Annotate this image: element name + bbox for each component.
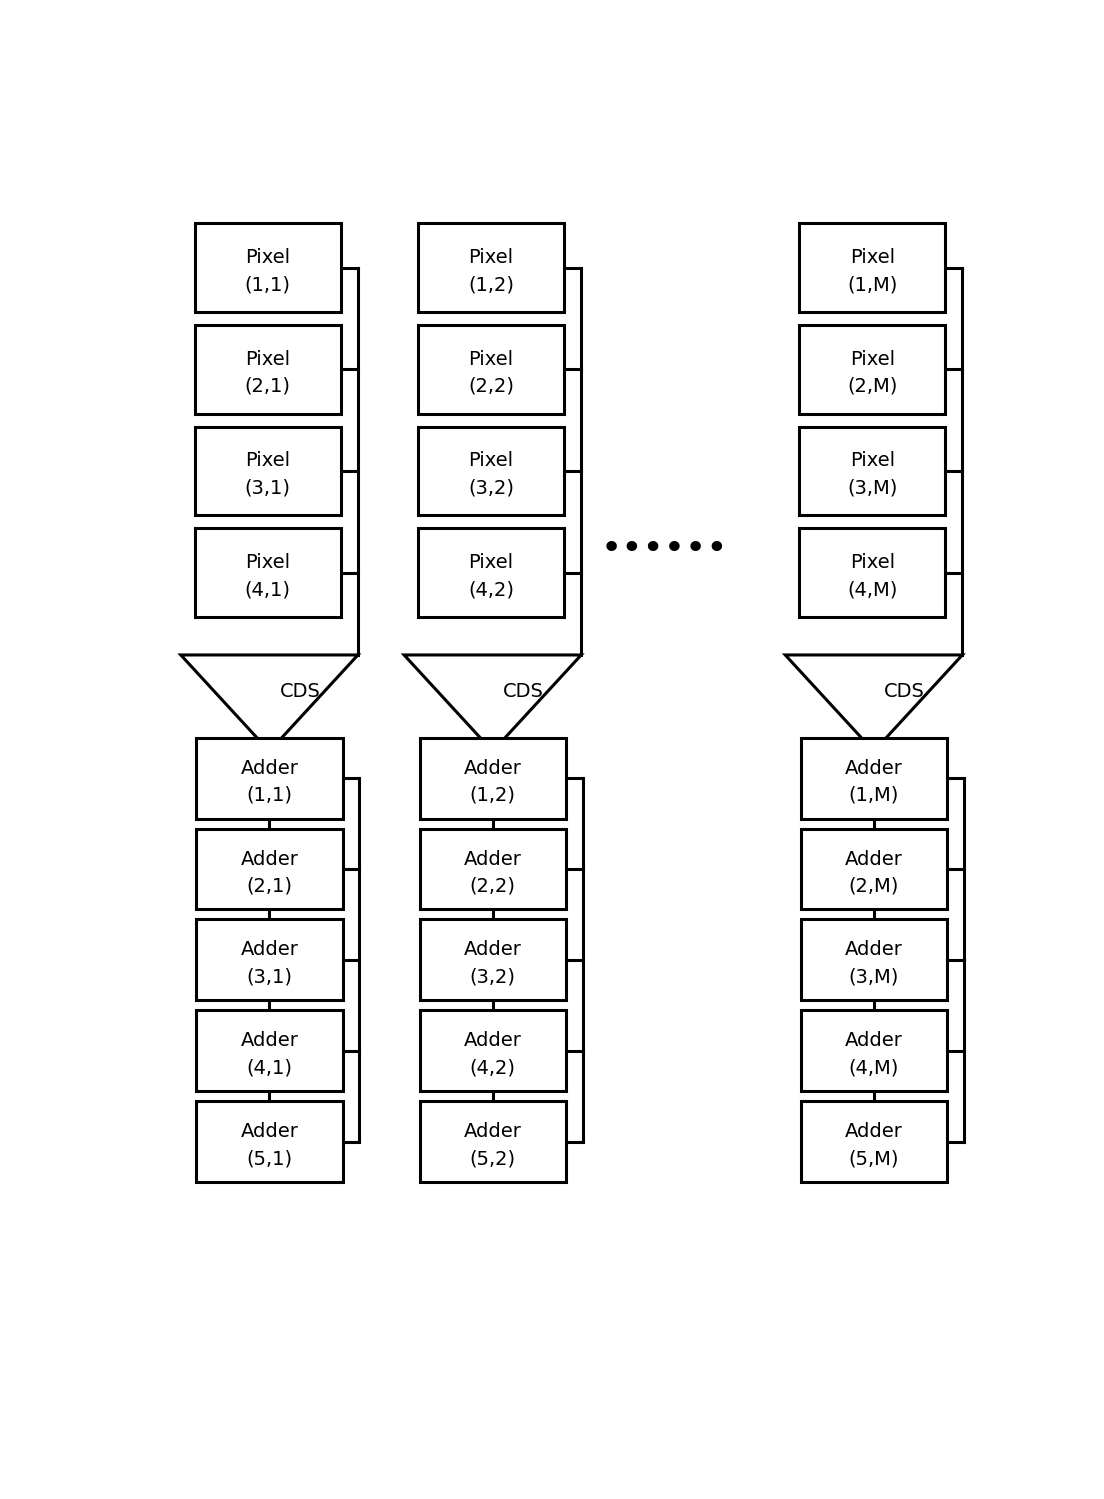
Text: Adder: Adder (241, 758, 298, 778)
FancyBboxPatch shape (800, 738, 947, 818)
FancyBboxPatch shape (800, 1010, 947, 1091)
Text: (4,M): (4,M) (847, 580, 898, 600)
Text: (1,2): (1,2) (468, 276, 514, 294)
FancyBboxPatch shape (197, 919, 342, 1000)
Text: Pixel: Pixel (468, 553, 513, 573)
FancyBboxPatch shape (194, 223, 341, 312)
Text: (5,2): (5,2) (469, 1150, 516, 1168)
FancyBboxPatch shape (418, 325, 564, 414)
Text: (4,2): (4,2) (468, 580, 514, 600)
FancyBboxPatch shape (799, 528, 945, 618)
Text: Adder: Adder (464, 1123, 521, 1141)
FancyBboxPatch shape (197, 1010, 342, 1091)
Text: CDS: CDS (884, 682, 925, 702)
Text: (3,M): (3,M) (849, 967, 899, 986)
Text: Pixel: Pixel (468, 349, 513, 369)
Text: (5,1): (5,1) (246, 1150, 293, 1168)
Text: Adder: Adder (845, 940, 903, 959)
Text: Adder: Adder (464, 758, 521, 778)
FancyBboxPatch shape (799, 223, 945, 312)
FancyBboxPatch shape (800, 829, 947, 910)
Polygon shape (181, 655, 358, 751)
Text: (1,M): (1,M) (847, 276, 898, 294)
Text: Adder: Adder (241, 940, 298, 959)
FancyBboxPatch shape (197, 1102, 342, 1183)
Text: Pixel: Pixel (245, 451, 290, 471)
Text: Adder: Adder (845, 1031, 903, 1051)
Text: (4,M): (4,M) (849, 1058, 899, 1078)
Text: (2,2): (2,2) (468, 376, 514, 396)
Text: Pixel: Pixel (245, 553, 290, 573)
Text: (3,2): (3,2) (469, 967, 516, 986)
Text: (2,M): (2,M) (847, 376, 898, 396)
Text: Adder: Adder (241, 1123, 298, 1141)
Text: Pixel: Pixel (468, 249, 513, 267)
Text: (4,1): (4,1) (246, 1058, 293, 1078)
FancyBboxPatch shape (194, 325, 341, 414)
Text: Pixel: Pixel (468, 451, 513, 471)
Text: (3,1): (3,1) (245, 478, 290, 498)
Text: Pixel: Pixel (850, 349, 895, 369)
Text: Pixel: Pixel (245, 249, 290, 267)
Text: (1,1): (1,1) (245, 276, 290, 294)
FancyBboxPatch shape (194, 427, 341, 516)
Text: (1,1): (1,1) (246, 785, 293, 805)
Text: (2,2): (2,2) (469, 877, 516, 895)
Polygon shape (404, 655, 581, 751)
FancyBboxPatch shape (800, 1102, 947, 1183)
Text: ••••••: •••••• (601, 532, 729, 565)
FancyBboxPatch shape (420, 738, 565, 818)
Text: Adder: Adder (241, 1031, 298, 1051)
Text: CDS: CDS (503, 682, 544, 702)
FancyBboxPatch shape (799, 427, 945, 516)
FancyBboxPatch shape (418, 427, 564, 516)
FancyBboxPatch shape (420, 829, 565, 910)
FancyBboxPatch shape (197, 829, 342, 910)
Polygon shape (785, 655, 963, 751)
Text: CDS: CDS (280, 682, 321, 702)
Text: Pixel: Pixel (850, 249, 895, 267)
FancyBboxPatch shape (418, 223, 564, 312)
Text: (3,1): (3,1) (246, 967, 293, 986)
Text: (1,M): (1,M) (849, 785, 899, 805)
Text: Adder: Adder (241, 850, 298, 868)
Text: Adder: Adder (845, 850, 903, 868)
Text: Adder: Adder (464, 1031, 521, 1051)
FancyBboxPatch shape (197, 738, 342, 818)
Text: (2,M): (2,M) (849, 877, 899, 895)
Text: (2,1): (2,1) (245, 376, 290, 396)
Text: Pixel: Pixel (850, 451, 895, 471)
Text: Adder: Adder (464, 850, 521, 868)
Text: (2,1): (2,1) (246, 877, 293, 895)
FancyBboxPatch shape (194, 528, 341, 618)
Text: Adder: Adder (845, 758, 903, 778)
Text: Pixel: Pixel (850, 553, 895, 573)
FancyBboxPatch shape (800, 919, 947, 1000)
FancyBboxPatch shape (799, 325, 945, 414)
FancyBboxPatch shape (420, 1010, 565, 1091)
Text: (5,M): (5,M) (849, 1150, 899, 1168)
Text: Adder: Adder (464, 940, 521, 959)
FancyBboxPatch shape (420, 1102, 565, 1183)
Text: (3,M): (3,M) (847, 478, 898, 498)
FancyBboxPatch shape (420, 919, 565, 1000)
Text: (4,2): (4,2) (469, 1058, 516, 1078)
Text: Adder: Adder (845, 1123, 903, 1141)
Text: (4,1): (4,1) (245, 580, 290, 600)
FancyBboxPatch shape (418, 528, 564, 618)
Text: (3,2): (3,2) (468, 478, 514, 498)
Text: Pixel: Pixel (245, 349, 290, 369)
Text: (1,2): (1,2) (469, 785, 516, 805)
